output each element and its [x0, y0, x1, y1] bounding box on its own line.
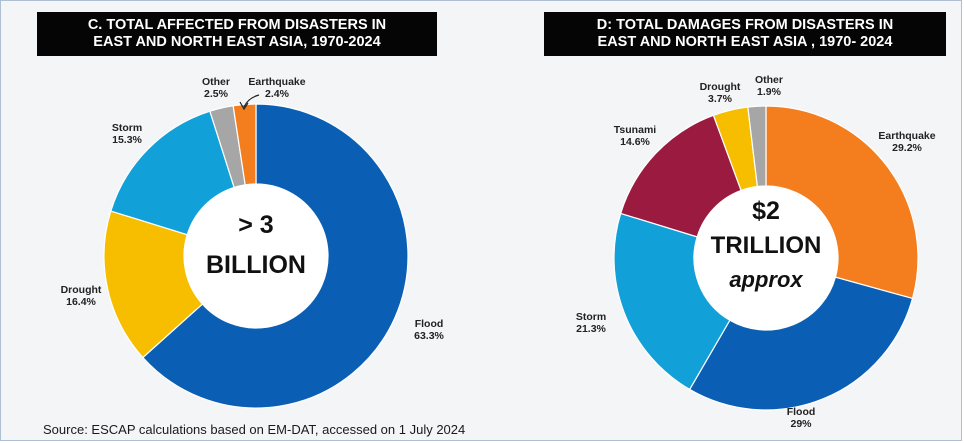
chart-d-center-text-2: TRILLION	[711, 232, 822, 259]
chart-d-label-other-value: 1.9%	[757, 86, 782, 98]
chart-c-label-storm-name: Storm	[112, 122, 142, 134]
chart-c-label-earthquake-value: 2.4%	[265, 88, 290, 100]
chart-c-label-drought-name: Drought	[61, 284, 102, 296]
chart-c-title-line-2: EAST AND NORTH EAST ASIA, 1970-2024	[93, 34, 381, 50]
chart-d-label-earthquake-name: Earthquake	[878, 130, 935, 142]
chart-c-label-storm-value: 15.3%	[112, 134, 142, 146]
chart-c-title-line-1: C. TOTAL AFFECTED FROM DISASTERS IN	[87, 17, 387, 33]
chart-c-earthquake-arrowhead	[239, 101, 249, 111]
chart-d-title-line-1: D: TOTAL DAMAGES FROM DISASTERS IN	[596, 17, 894, 33]
chart-d-center-text-3: approx	[729, 267, 803, 292]
chart-c-title: C. TOTAL AFFECTED FROM DISASTERS IN EAST…	[37, 12, 437, 56]
chart-c-label-flood-name: Flood	[415, 318, 444, 330]
chart-d-label-drought-value: 3.7%	[708, 93, 733, 105]
chart-d-label-tsunami-value: 14.6%	[620, 136, 650, 148]
chart-d-label-drought-name: Drought	[700, 81, 741, 93]
chart-c-label-flood-value: 63.3%	[414, 330, 444, 342]
chart-d-title-line-2: EAST AND NORTH EAST ASIA , 1970- 2024	[597, 34, 893, 50]
chart-c-earthquake-leader-line	[243, 94, 260, 108]
chart-c-label-other-value: 2.5%	[204, 88, 229, 100]
source-note: Source: ESCAP calculations based on EM-D…	[43, 422, 466, 437]
chart-c-center-text-1: > 3	[238, 211, 273, 239]
chart-c-label-drought-value: 16.4%	[66, 296, 96, 308]
chart-d-label-flood-name: Flood	[787, 406, 816, 418]
chart-c-label-earthquake-name: Earthquake	[248, 76, 305, 88]
chart-d-center-text-1: $2	[752, 197, 780, 225]
chart-d-label-flood-value: 29%	[790, 418, 812, 430]
chart-d-label-storm-value: 21.3%	[576, 323, 606, 335]
chart-c-center-text-2: BILLION	[206, 251, 306, 279]
chart-c-center-disc	[184, 184, 328, 328]
chart-d-label-tsunami-name: Tsunami	[614, 124, 656, 136]
chart-c-label-other-name: Other	[202, 76, 230, 88]
chart-d-label-earthquake-value: 29.2%	[892, 142, 922, 154]
chart-d-label-storm-name: Storm	[576, 311, 606, 323]
chart-d-label-other-name: Other	[755, 74, 783, 86]
chart-d-title: D: TOTAL DAMAGES FROM DISASTERS IN EAST …	[544, 12, 946, 56]
chart-d-center-disc	[694, 186, 838, 330]
